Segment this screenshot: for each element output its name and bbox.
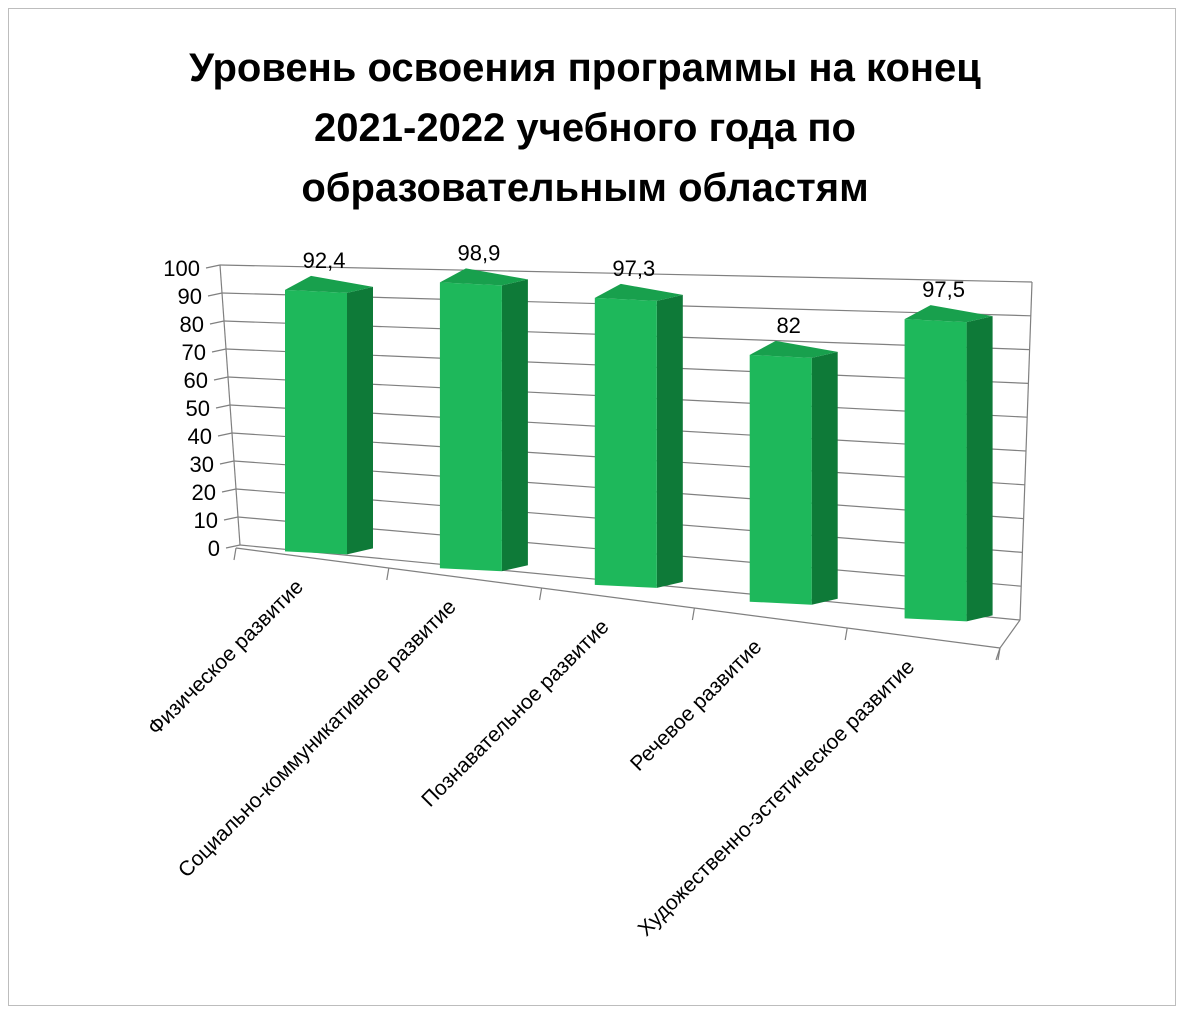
x-tick [233, 547, 237, 561]
chart-title-line-2: 2021-2022 учебного года по [314, 106, 856, 150]
bar [285, 289, 347, 555]
x-tick [539, 587, 543, 601]
x-tick [997, 647, 1001, 661]
gridline-left [215, 404, 231, 409]
gridline-left [205, 264, 221, 269]
bar-top [594, 283, 683, 301]
bar-top [904, 305, 993, 323]
x-category-label: Речевое развитие [626, 635, 766, 775]
y-tick-label: 100 [163, 256, 200, 281]
gridline-left [207, 292, 223, 297]
wall-edge-left [219, 264, 241, 546]
gridline-left [225, 544, 241, 549]
x-category-label: Социально-коммуникативное развитие [174, 595, 461, 882]
chart-title-line-3: образовательным областям [301, 166, 869, 210]
bar-top [285, 275, 373, 293]
data-label: 92,4 [303, 248, 346, 273]
y-tick-label: 70 [182, 340, 206, 365]
x-tick [386, 567, 390, 581]
bar-side [811, 351, 838, 605]
x-category-label: Физическое развитие [144, 575, 308, 739]
y-tick-label: 90 [178, 284, 202, 309]
gridline-left [217, 432, 233, 437]
y-tick-label: 0 [208, 536, 220, 561]
gridline-left [213, 376, 229, 381]
bar-side [966, 316, 993, 622]
bar-top [749, 340, 838, 358]
bar-top [439, 268, 528, 286]
bar-side [347, 286, 373, 555]
bar [439, 282, 502, 572]
x-category-label: Познавательное развитие [417, 615, 613, 811]
bar [904, 319, 967, 622]
x-tick [691, 607, 695, 621]
y-tick-label: 60 [184, 368, 208, 393]
chart-title: Уровень освоения программы на конец 2021… [120, 38, 1050, 218]
data-label: 98,9 [458, 240, 501, 265]
bar-side [656, 294, 683, 588]
gridline-left [223, 516, 239, 521]
y-tick-label: 30 [190, 452, 214, 477]
x-tick [844, 627, 848, 641]
gridline-left [209, 320, 225, 325]
y-tick-label: 20 [192, 480, 216, 505]
floor-front-edge [235, 547, 1001, 649]
bar [749, 354, 812, 605]
data-label: 97,3 [612, 256, 655, 281]
chart-title-line-1: Уровень освоения программы на конец [189, 46, 981, 90]
x-category-label: Художественно-эстетическое развитие [634, 655, 919, 940]
bar-side [501, 279, 528, 572]
wall-edge-right [1019, 281, 1033, 621]
floor-right-edge [999, 619, 1021, 649]
gridline-left [211, 348, 227, 353]
bar [594, 297, 657, 588]
gridline [219, 264, 1033, 283]
y-tick-label: 10 [194, 508, 218, 533]
data-label: 82 [776, 313, 800, 338]
y-tick-label: 40 [188, 424, 212, 449]
y-tick-label: 80 [180, 312, 204, 337]
data-label: 97,5 [922, 277, 965, 302]
gridline-left [219, 460, 235, 465]
gridline-left [221, 488, 237, 493]
y-tick-label: 50 [186, 396, 210, 421]
